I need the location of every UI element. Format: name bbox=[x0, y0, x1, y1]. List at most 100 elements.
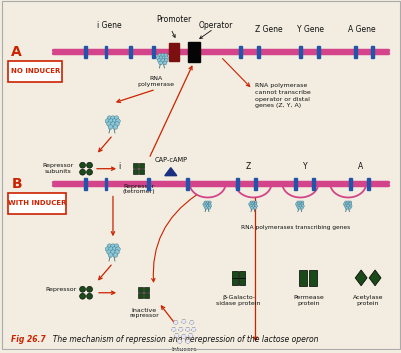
Circle shape bbox=[109, 119, 113, 123]
Circle shape bbox=[205, 207, 208, 209]
Circle shape bbox=[80, 162, 85, 168]
Circle shape bbox=[161, 53, 165, 57]
Circle shape bbox=[349, 203, 352, 205]
Bar bbox=[147, 178, 150, 190]
Text: A Gene: A Gene bbox=[348, 25, 376, 34]
Text: The mechanism of repression and derepression of the lactose operon: The mechanism of repression and derepres… bbox=[48, 335, 319, 344]
Circle shape bbox=[163, 61, 167, 65]
Circle shape bbox=[249, 203, 251, 205]
Text: WITH INDUCER: WITH INDUCER bbox=[8, 201, 67, 207]
Circle shape bbox=[111, 244, 115, 249]
Bar bbox=[134, 163, 138, 168]
Circle shape bbox=[301, 203, 304, 205]
Text: RNA polymerases transcribing genes: RNA polymerases transcribing genes bbox=[241, 225, 350, 230]
Bar bbox=[236, 178, 239, 190]
Bar bbox=[144, 293, 149, 298]
Circle shape bbox=[158, 59, 161, 62]
Bar bbox=[105, 46, 107, 58]
Circle shape bbox=[105, 247, 110, 251]
Text: i: i bbox=[118, 162, 120, 171]
Circle shape bbox=[172, 327, 176, 332]
Circle shape bbox=[115, 247, 120, 251]
Text: Fig 26.7: Fig 26.7 bbox=[11, 335, 46, 344]
Polygon shape bbox=[355, 270, 367, 286]
Bar bbox=[354, 46, 356, 58]
Circle shape bbox=[300, 207, 303, 209]
Text: Y: Y bbox=[303, 162, 308, 171]
Bar bbox=[152, 46, 155, 58]
Bar bbox=[371, 46, 374, 58]
Circle shape bbox=[343, 203, 346, 205]
Circle shape bbox=[302, 205, 304, 208]
Circle shape bbox=[107, 122, 111, 126]
Bar bbox=[309, 270, 317, 286]
Circle shape bbox=[299, 201, 302, 204]
Circle shape bbox=[203, 203, 206, 205]
Circle shape bbox=[107, 244, 112, 249]
Text: NO INDUCER: NO INDUCER bbox=[10, 68, 60, 74]
Bar bbox=[105, 178, 107, 190]
Circle shape bbox=[115, 119, 120, 123]
Text: Operator: Operator bbox=[198, 21, 233, 30]
Circle shape bbox=[87, 286, 93, 292]
Text: Z: Z bbox=[246, 162, 251, 171]
Circle shape bbox=[190, 320, 194, 325]
Text: Repressor
(tetromer): Repressor (tetromer) bbox=[123, 184, 155, 195]
Text: Promoter: Promoter bbox=[156, 15, 191, 24]
Bar bbox=[299, 270, 307, 286]
Polygon shape bbox=[369, 270, 381, 286]
Circle shape bbox=[296, 203, 298, 205]
Circle shape bbox=[205, 203, 208, 205]
Bar bbox=[83, 46, 87, 58]
Text: Repressor
subunits: Repressor subunits bbox=[43, 163, 74, 174]
Bar bbox=[294, 178, 297, 190]
Bar bbox=[138, 287, 144, 292]
Bar bbox=[239, 278, 245, 285]
Circle shape bbox=[164, 53, 168, 57]
Bar bbox=[239, 46, 242, 58]
Circle shape bbox=[296, 205, 299, 208]
Circle shape bbox=[252, 205, 255, 208]
Circle shape bbox=[206, 201, 209, 204]
Circle shape bbox=[80, 169, 85, 175]
Text: A: A bbox=[358, 162, 363, 171]
Bar bbox=[138, 293, 144, 298]
Bar bbox=[188, 42, 200, 61]
Circle shape bbox=[346, 203, 348, 205]
Circle shape bbox=[348, 207, 351, 209]
Circle shape bbox=[299, 205, 302, 208]
Circle shape bbox=[114, 244, 119, 249]
Circle shape bbox=[208, 207, 211, 209]
Bar bbox=[367, 178, 370, 190]
Bar bbox=[257, 46, 260, 58]
Circle shape bbox=[252, 201, 255, 204]
Circle shape bbox=[204, 205, 207, 208]
Circle shape bbox=[254, 201, 257, 204]
Circle shape bbox=[186, 339, 190, 343]
Text: Acetylase
protein: Acetylase protein bbox=[353, 295, 383, 306]
Circle shape bbox=[87, 169, 93, 175]
Circle shape bbox=[182, 334, 186, 339]
Text: A: A bbox=[11, 44, 22, 59]
FancyBboxPatch shape bbox=[8, 192, 66, 214]
Text: Z Gene: Z Gene bbox=[255, 25, 282, 34]
Circle shape bbox=[114, 116, 119, 120]
Circle shape bbox=[298, 203, 300, 205]
Bar bbox=[312, 178, 315, 190]
Circle shape bbox=[254, 203, 257, 205]
Circle shape bbox=[251, 203, 254, 205]
Bar bbox=[239, 271, 245, 277]
Circle shape bbox=[111, 122, 115, 126]
Circle shape bbox=[108, 253, 113, 257]
Circle shape bbox=[113, 253, 118, 257]
Circle shape bbox=[253, 207, 257, 209]
Bar bbox=[169, 43, 179, 60]
Circle shape bbox=[348, 203, 350, 205]
Circle shape bbox=[344, 205, 347, 208]
Text: B: B bbox=[11, 176, 22, 191]
Circle shape bbox=[174, 333, 179, 337]
Bar bbox=[232, 278, 238, 285]
Circle shape bbox=[344, 201, 347, 204]
Circle shape bbox=[255, 205, 257, 208]
Circle shape bbox=[209, 201, 211, 204]
